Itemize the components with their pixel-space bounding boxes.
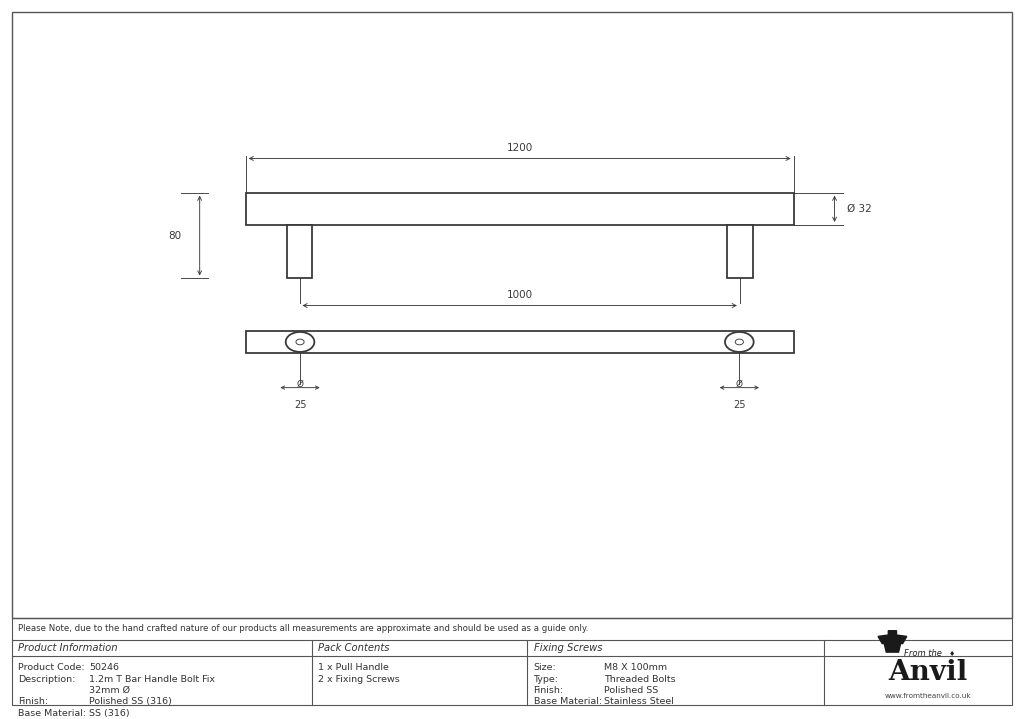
Text: Description:: Description:	[18, 674, 76, 684]
Text: 1.2m T Bar Handle Bolt Fix: 1.2m T Bar Handle Bolt Fix	[89, 674, 215, 684]
Text: Finish:: Finish:	[534, 686, 563, 695]
Text: ♦: ♦	[948, 651, 955, 656]
Text: Ø: Ø	[297, 380, 303, 388]
Text: Polished SS: Polished SS	[604, 686, 658, 695]
Bar	[246, 331, 794, 353]
Text: 80: 80	[168, 231, 181, 241]
Text: Finish:: Finish:	[18, 697, 48, 707]
Text: Base Material:: Base Material:	[534, 697, 602, 707]
Bar	[12, 12, 1012, 618]
Text: Fixing Screws: Fixing Screws	[534, 644, 602, 653]
Bar	[12, 618, 1012, 705]
Text: 2 x Fixing Screws: 2 x Fixing Screws	[318, 674, 400, 684]
Text: 32mm Ø: 32mm Ø	[89, 686, 130, 695]
Text: Please Note, due to the hand crafted nature of our products all measurements are: Please Note, due to the hand crafted nat…	[18, 624, 589, 633]
Text: 1 x Pull Handle: 1 x Pull Handle	[318, 663, 389, 672]
Polygon shape	[879, 631, 907, 644]
Text: Product Code:: Product Code:	[18, 663, 85, 672]
Bar	[287, 225, 312, 278]
Text: 50246: 50246	[89, 663, 119, 672]
Text: 1000: 1000	[507, 290, 532, 300]
Text: 1200: 1200	[507, 143, 532, 152]
Text: Stainless Steel: Stainless Steel	[604, 697, 674, 707]
Text: From the: From the	[904, 649, 942, 658]
Text: SS (316): SS (316)	[89, 709, 130, 718]
Text: Product Information: Product Information	[18, 644, 118, 653]
Text: 25: 25	[294, 400, 306, 411]
Polygon shape	[885, 644, 901, 652]
Text: Ø: Ø	[736, 380, 742, 388]
Text: Threaded Bolts: Threaded Bolts	[604, 674, 676, 684]
Text: Base Material:: Base Material:	[18, 709, 87, 718]
Text: Anvil: Anvil	[889, 659, 968, 686]
Text: www.fromtheanvil.co.uk: www.fromtheanvil.co.uk	[885, 693, 972, 700]
Bar	[246, 193, 794, 225]
Text: Pack Contents: Pack Contents	[318, 644, 390, 653]
Text: Size:: Size:	[534, 663, 556, 672]
Text: Ø 32: Ø 32	[847, 203, 871, 214]
Text: M8 X 100mm: M8 X 100mm	[604, 663, 668, 672]
Text: 25: 25	[733, 400, 745, 411]
Text: Type:: Type:	[534, 674, 558, 684]
Text: Polished SS (316): Polished SS (316)	[89, 697, 172, 707]
Bar	[727, 225, 753, 278]
